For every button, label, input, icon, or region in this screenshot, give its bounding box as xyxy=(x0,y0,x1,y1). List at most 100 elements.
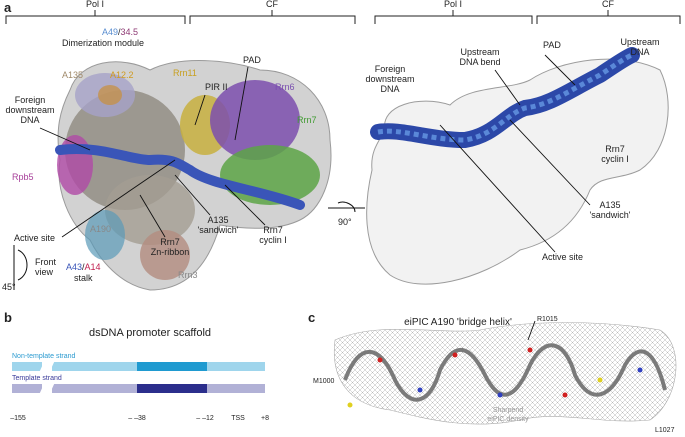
leader xyxy=(494,69,521,106)
label: Sharpend eiPIC density xyxy=(487,407,529,423)
subunit xyxy=(98,85,122,105)
text-part: DNA bend xyxy=(459,57,500,67)
text-part: view xyxy=(35,267,54,277)
text-part: eiPIC density xyxy=(487,416,529,423)
text-part: Rrn7 xyxy=(605,144,625,154)
structure-right xyxy=(366,47,669,285)
label: Front view xyxy=(35,257,57,277)
leader xyxy=(234,66,249,141)
panel-letter: b xyxy=(4,310,12,325)
text-part: Sharpend xyxy=(493,407,523,414)
bracket-label: Pol I xyxy=(86,0,104,9)
text-part: Upstream xyxy=(620,37,659,47)
bracket-label: CF xyxy=(266,0,278,9)
text-part: Zn-ribbon xyxy=(151,247,190,257)
title: dsDNA promoter scaffold xyxy=(89,327,211,339)
panel-letter: a xyxy=(4,0,12,15)
label: 45° xyxy=(2,282,16,292)
leader xyxy=(439,124,556,253)
label: Dimerization module xyxy=(62,38,144,48)
atoms xyxy=(347,347,643,408)
label: A135'sandwich' xyxy=(198,215,239,235)
label: Rrn7 xyxy=(297,115,317,125)
label: A43/A14 xyxy=(66,262,101,272)
label: Rrn11 xyxy=(173,68,197,78)
title: eiPIC A190 'bridge helix' xyxy=(404,317,512,328)
bracket xyxy=(189,10,356,24)
text-part: downstream xyxy=(365,74,414,84)
bracket-label: CF xyxy=(602,0,614,9)
position: TSS xyxy=(231,415,245,422)
text-part: A43 xyxy=(66,262,82,272)
strand-label: Non-template strand xyxy=(12,353,76,360)
structure-left xyxy=(55,60,332,291)
text-part: 'sandwich' xyxy=(590,210,631,220)
position: – –38 xyxy=(128,415,146,422)
position: – –12 xyxy=(196,415,214,422)
density-envelope xyxy=(366,58,669,285)
bracket-label: Pol I xyxy=(444,0,462,9)
leader xyxy=(61,159,176,238)
text-part: cyclin I xyxy=(601,154,629,164)
position: +8 xyxy=(261,415,269,422)
subunit xyxy=(85,210,125,260)
label: Upstream DNA bend xyxy=(459,47,500,67)
text-part: DNA xyxy=(630,47,649,57)
text-part: A49 xyxy=(102,27,118,37)
text-part: 34.5 xyxy=(121,27,139,37)
label: Active site xyxy=(14,233,55,243)
label: Rrn7 cyclin I xyxy=(601,144,629,164)
subunit xyxy=(140,230,190,280)
leader xyxy=(527,320,536,341)
label: A135'sandwich' xyxy=(590,200,631,220)
rotation-arrow xyxy=(17,249,28,281)
text-part: Front xyxy=(35,257,57,267)
text-part: A135 xyxy=(207,215,228,225)
leader xyxy=(39,127,91,151)
label: R1015 xyxy=(537,316,558,323)
text-part: DNA xyxy=(380,84,399,94)
text-part: Upstream xyxy=(460,47,499,57)
label: A190 xyxy=(90,224,111,234)
label: stalk xyxy=(74,273,93,283)
strand-segment xyxy=(137,362,207,371)
leader xyxy=(194,94,206,126)
label: Active site xyxy=(542,252,583,262)
rotation-arrow xyxy=(337,201,356,213)
text-part: DNA xyxy=(20,115,39,125)
label: PAD xyxy=(543,40,561,50)
label: Foreign downstream DNA xyxy=(365,64,414,94)
text-part: Foreign xyxy=(15,95,46,105)
label: Foreign downstream DNA xyxy=(5,95,54,125)
label: Rrn3 xyxy=(178,270,198,280)
dna xyxy=(55,144,305,210)
leader xyxy=(174,174,211,216)
text-part: A135 xyxy=(599,200,620,210)
leader xyxy=(544,54,576,86)
text-part: Rrn7 xyxy=(263,225,283,235)
label: PIR II xyxy=(205,82,228,92)
text-part: A14 xyxy=(85,262,101,272)
label: A49/34.5 xyxy=(102,27,138,37)
leader xyxy=(224,184,266,226)
label: 90° xyxy=(338,217,352,227)
text-part: 'sandwich' xyxy=(198,225,239,235)
text-part: cyclin I xyxy=(259,235,287,245)
text-part: / xyxy=(118,27,121,37)
strand-segment xyxy=(137,384,207,393)
label: A12.2 xyxy=(110,70,134,80)
label: Upstream DNA xyxy=(620,37,659,57)
subunit xyxy=(210,80,300,160)
label: PAD xyxy=(243,55,261,65)
strand xyxy=(12,362,42,371)
panel-letter: c xyxy=(308,310,315,325)
bracket xyxy=(536,10,681,24)
backbone xyxy=(343,343,667,402)
text-part: Foreign xyxy=(375,64,406,74)
position: –155 xyxy=(10,415,26,422)
label: Rrn6 xyxy=(275,82,295,92)
text-part: / xyxy=(82,262,85,272)
break xyxy=(39,359,55,396)
strand xyxy=(12,384,42,393)
